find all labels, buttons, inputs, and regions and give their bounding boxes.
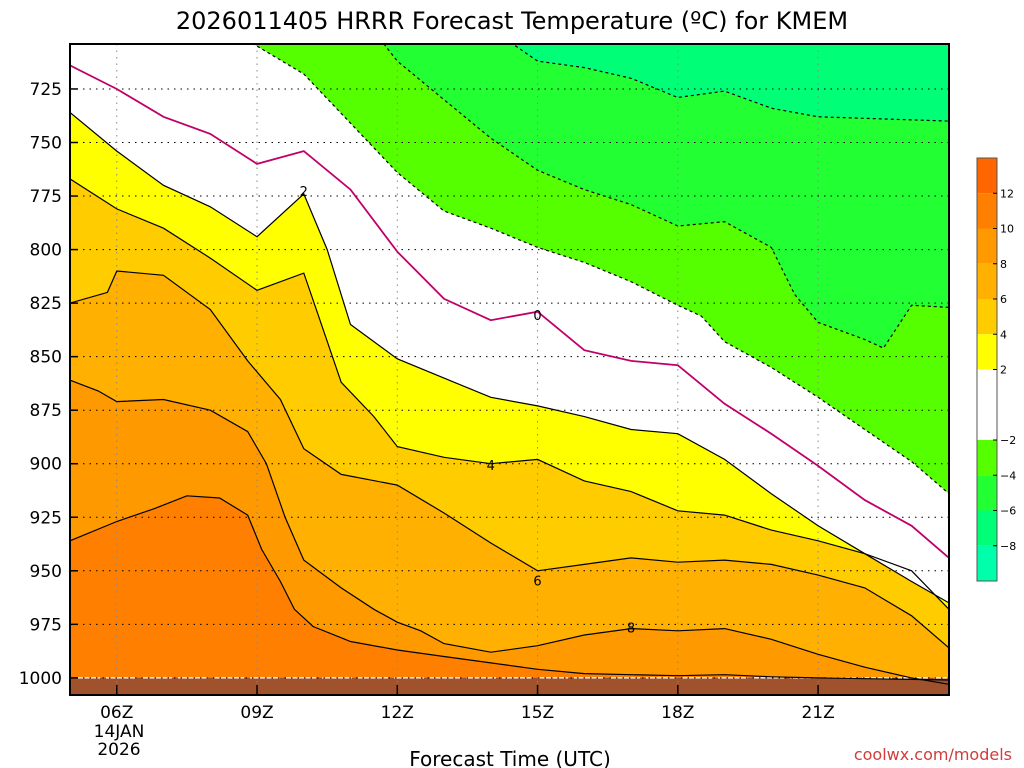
colorbar-band--2-to-0 — [977, 404, 997, 440]
x-tick-label-18Z: 18Z — [661, 703, 694, 723]
y-tick-label-950: 950 — [30, 562, 62, 582]
colorbar-band-10-to-12 — [977, 193, 997, 229]
y-tick-label-900: 900 — [30, 455, 62, 475]
isotherm-6 — [70, 270, 949, 649]
x-tick-label-12Z: 12Z — [381, 703, 414, 723]
x-tick-label-09Z: 09Z — [240, 703, 273, 723]
x-tick-label-15Z: 15Z — [521, 703, 554, 723]
isotherm-minus2 — [252, 44, 949, 495]
colorbar-band-0-to-2 — [977, 369, 997, 405]
gridlines — [70, 44, 949, 695]
isotherm-10 — [70, 495, 949, 681]
contour-label-4: 4 — [487, 459, 495, 474]
colorbar-band-4-to-6 — [977, 299, 997, 335]
colorbar-tick-label--4: −4 — [1000, 469, 1016, 482]
plot-frame — [69, 43, 950, 696]
colorbar-tick-label-12: 12 — [1000, 187, 1014, 200]
chart-title: 2026011405 HRRR Forecast Temperature (ºC… — [176, 7, 848, 35]
isotherm-4 — [70, 178, 949, 610]
x-axis: 06Z 09Z 12Z 15Z 18Z 21Z — [100, 685, 835, 723]
temperature-fill-bands — [70, 44, 949, 685]
y-tick-label-975: 975 — [30, 615, 62, 635]
y-tick-label-925: 925 — [30, 508, 62, 528]
colorbar-tick-label--6: −6 — [1000, 505, 1016, 518]
colorbar-tick-label-8: 8 — [1000, 258, 1007, 271]
y-tick-label-850: 850 — [30, 348, 62, 368]
x-year-label: 2026 — [97, 740, 140, 760]
x-date-label: 14JAN — [94, 722, 145, 742]
y-axis: 725 750 775 800 825 850 875 900 925 950 975 1000 — [19, 80, 78, 689]
colorbar-tick-label--2: −2 — [1000, 434, 1016, 447]
colorbar-band-8-to-10 — [977, 228, 997, 264]
isotherm-minus4 — [383, 44, 949, 349]
colorbar-tick-label-10: 10 — [1000, 223, 1014, 236]
isotherm-8 — [70, 379, 949, 685]
isotherm-2 — [70, 112, 949, 604]
y-tick-label-1000: 1000 — [19, 669, 62, 689]
x-tick-label-21Z: 21Z — [801, 703, 834, 723]
colorbar-band--8-to--6 — [977, 510, 997, 546]
colorbar-tick-label-6: 6 — [1000, 293, 1007, 306]
contour-label-0: 0 — [533, 309, 541, 324]
y-tick-label-875: 875 — [30, 401, 62, 421]
fill-band-above--6 — [512, 44, 949, 122]
y-tick-label-750: 750 — [30, 134, 62, 154]
colorbar-band--10-to--8 — [977, 545, 997, 581]
colorbar-band-6-to-8 — [977, 263, 997, 299]
y-tick-label-825: 825 — [30, 294, 62, 314]
colorbar-band--4-to--2 — [977, 440, 997, 476]
colorbar-tick-label-4: 4 — [1000, 328, 1007, 341]
colorbar-tick-label-2: 2 — [1000, 364, 1007, 377]
fill-band-above--4 — [383, 44, 949, 349]
contour-label-2: 2 — [300, 185, 308, 200]
y-tick-label-775: 775 — [30, 187, 62, 207]
x-tick-label-06Z: 06Z — [100, 703, 133, 723]
colorbar-band-2-to-4 — [977, 334, 997, 370]
y-tick-label-800: 800 — [30, 241, 62, 261]
colorbar: 12 10 8 6 4 2 −2 −4 −6 −8 — [976, 157, 1016, 582]
watermark: coolwx.com/models — [854, 745, 1012, 764]
x-axis-label: Forecast Time (UTC) — [409, 747, 611, 768]
y-tick-label-725: 725 — [30, 80, 62, 100]
isotherm-lines — [70, 44, 949, 685]
contour-labels: 2 0 4 6 8 — [300, 185, 636, 637]
contour-label-8: 8 — [627, 622, 635, 637]
isotherm-0 — [70, 64, 949, 559]
colorbar-tick-label--8: −8 — [1000, 540, 1016, 553]
colorbar-band-12-to-14 — [977, 158, 997, 194]
ground-below-surface — [70, 677, 949, 695]
colorbar-band--6-to--4 — [977, 475, 997, 511]
contour-label-6: 6 — [533, 575, 541, 590]
ground-layer — [70, 677, 949, 695]
